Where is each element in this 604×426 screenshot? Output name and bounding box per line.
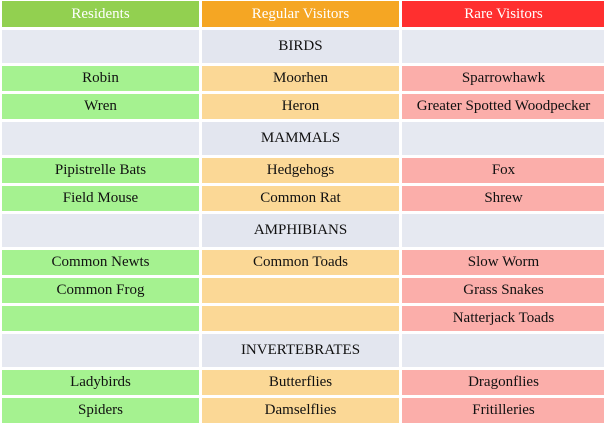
- section-title: INVERTEBRATES: [202, 334, 399, 367]
- rare-visitor-cell: Dragonflies: [402, 370, 604, 395]
- section-spacer: [402, 122, 604, 155]
- section-title: AMPHIBIANS: [202, 214, 399, 247]
- section-spacer: [2, 122, 199, 155]
- resident-cell: Common Newts: [2, 250, 199, 275]
- section-title: BIRDS: [202, 30, 399, 63]
- header-row: Residents Regular Visitors Rare Visitors: [2, 1, 604, 27]
- rare-visitor-cell: Slow Worm: [402, 250, 604, 275]
- regular-visitor-cell: [202, 278, 399, 303]
- resident-cell: [2, 306, 199, 331]
- section-spacer: [402, 334, 604, 367]
- table-row: Spiders Damselflies Fritilleries: [2, 398, 604, 423]
- rare-visitor-cell: Fritilleries: [402, 398, 604, 423]
- section-spacer: [402, 30, 604, 63]
- section-spacer: [2, 214, 199, 247]
- regular-visitor-cell: Common Toads: [202, 250, 399, 275]
- header-rare-visitors: Rare Visitors: [402, 1, 604, 27]
- rare-visitor-cell: Fox: [402, 158, 604, 183]
- table-row: Ladybirds Butterflies Dragonflies: [2, 370, 604, 395]
- table-row: Common Frog Grass Snakes: [2, 278, 604, 303]
- resident-cell: Spiders: [2, 398, 199, 423]
- regular-visitor-cell: Heron: [202, 94, 399, 119]
- resident-cell: Ladybirds: [2, 370, 199, 395]
- resident-cell: Pipistrelle Bats: [2, 158, 199, 183]
- regular-visitor-cell: Moorhen: [202, 66, 399, 91]
- header-residents: Residents: [2, 1, 199, 27]
- section-row-birds: BIRDS: [2, 30, 604, 63]
- resident-cell: Field Mouse: [2, 186, 199, 211]
- table-row: Robin Moorhen Sparrowhawk: [2, 66, 604, 91]
- section-spacer: [402, 214, 604, 247]
- rare-visitor-cell: Greater Spotted Woodpecker: [402, 94, 604, 119]
- regular-visitor-cell: Common Rat: [202, 186, 399, 211]
- rare-visitor-cell: Natterjack Toads: [402, 306, 604, 331]
- section-spacer: [2, 30, 199, 63]
- table-body: BIRDS Robin Moorhen Sparrowhawk Wren Her…: [2, 30, 604, 423]
- section-row-invertebrates: INVERTEBRATES: [2, 334, 604, 367]
- table-row: Wren Heron Greater Spotted Woodpecker: [2, 94, 604, 119]
- table-row: Common Newts Common Toads Slow Worm: [2, 250, 604, 275]
- resident-cell: Robin: [2, 66, 199, 91]
- section-spacer: [2, 334, 199, 367]
- regular-visitor-cell: Damselflies: [202, 398, 399, 423]
- table-row: Pipistrelle Bats Hedgehogs Fox: [2, 158, 604, 183]
- resident-cell: Common Frog: [2, 278, 199, 303]
- rare-visitor-cell: Grass Snakes: [402, 278, 604, 303]
- header-regular-visitors: Regular Visitors: [202, 1, 399, 27]
- regular-visitor-cell: Hedgehogs: [202, 158, 399, 183]
- resident-cell: Wren: [2, 94, 199, 119]
- section-title: MAMMALS: [202, 122, 399, 155]
- table-row: Field Mouse Common Rat Shrew: [2, 186, 604, 211]
- regular-visitor-cell: Butterflies: [202, 370, 399, 395]
- section-row-mammals: MAMMALS: [2, 122, 604, 155]
- rare-visitor-cell: Shrew: [402, 186, 604, 211]
- rare-visitor-cell: Sparrowhawk: [402, 66, 604, 91]
- table-row: Natterjack Toads: [2, 306, 604, 331]
- section-row-amphibians: AMPHIBIANS: [2, 214, 604, 247]
- regular-visitor-cell: [202, 306, 399, 331]
